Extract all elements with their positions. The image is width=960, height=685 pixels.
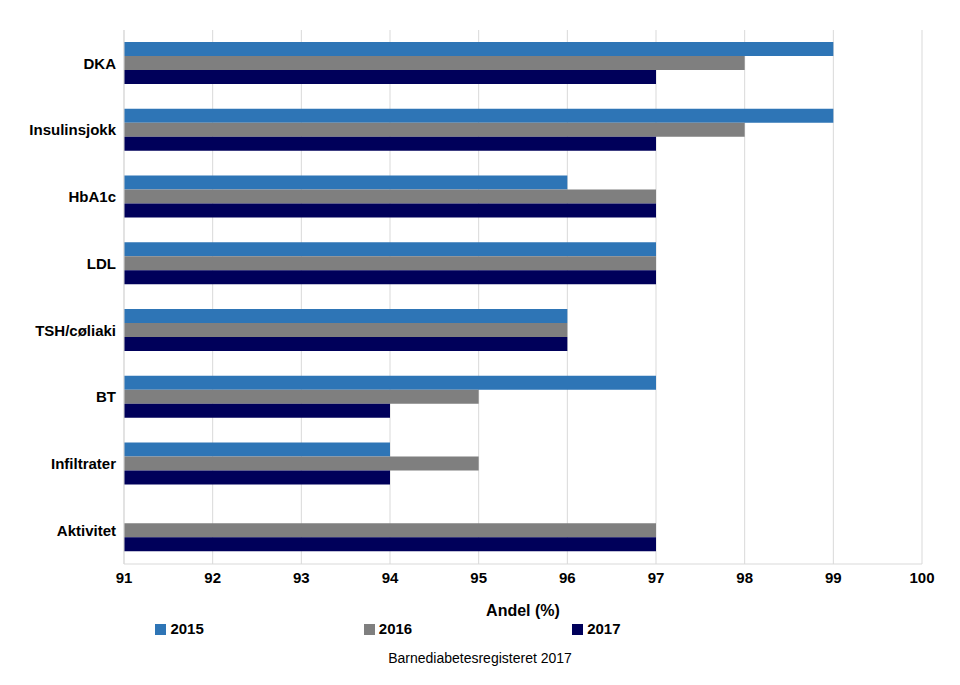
svg-text:Infiltrater: Infiltrater	[51, 455, 116, 472]
svg-text:99: 99	[825, 569, 842, 586]
svg-text:91: 91	[116, 569, 133, 586]
svg-text:92: 92	[204, 569, 221, 586]
svg-text:BT: BT	[96, 388, 116, 405]
svg-text:Insulinsjokk: Insulinsjokk	[29, 121, 116, 138]
svg-text:96: 96	[559, 569, 576, 586]
html-text:2016: 2016	[378, 620, 413, 637]
svg-text:93: 93	[293, 569, 310, 586]
svg-text:Andel (%): Andel (%)	[486, 602, 560, 619]
svg-text:100: 100	[909, 569, 934, 586]
svg-text:97: 97	[648, 569, 665, 586]
svg-text:98: 98	[736, 569, 753, 586]
svg-text:HbA1c: HbA1c	[68, 188, 116, 205]
svg-text:DKA: DKA	[84, 55, 117, 72]
svg-text:Aktivitet: Aktivitet	[57, 522, 116, 539]
svg-text:95: 95	[470, 569, 487, 586]
svg-text:TSH/cøliaki: TSH/cøliaki	[35, 322, 116, 339]
svg-text:LDL: LDL	[87, 255, 116, 272]
svg-text:94: 94	[382, 569, 399, 586]
html-text:Barnediabetesregisteret 2017: Barnediabetesregisteret 2017	[388, 650, 572, 666]
html-text:2017: 2017	[587, 620, 621, 637]
html-text:2015: 2015	[170, 620, 204, 637]
